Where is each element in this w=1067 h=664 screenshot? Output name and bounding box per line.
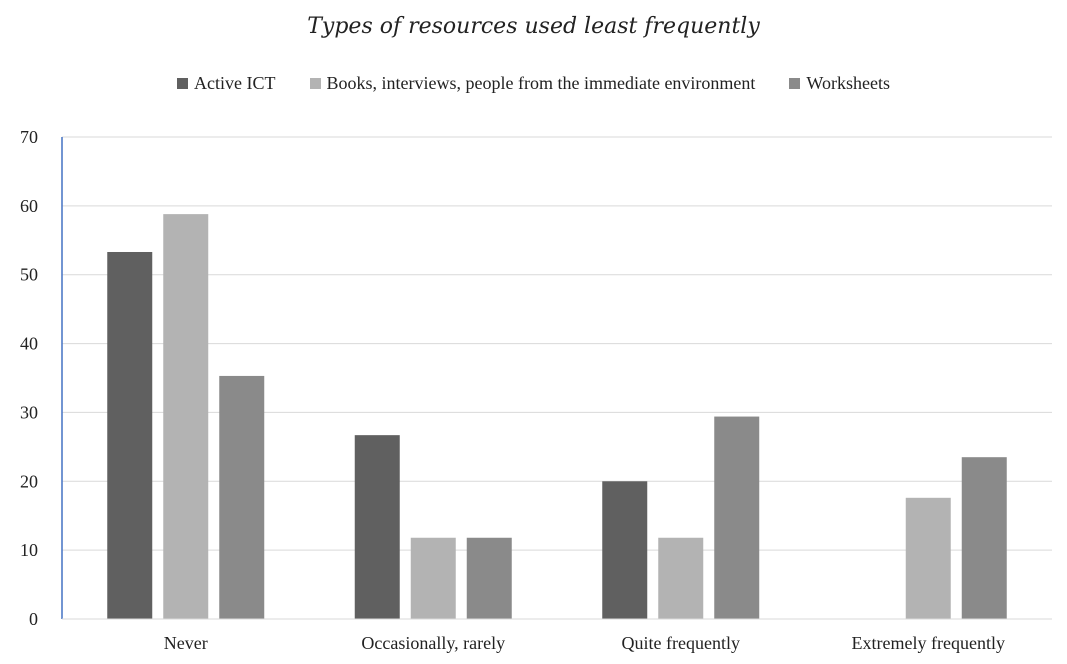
legend-label-books: Books, interviews, people from the immed…: [326, 73, 756, 93]
bar: [354, 435, 400, 619]
chart-title: Types of resources used least frequently: [307, 14, 760, 39]
y-tick-label: 20: [20, 471, 38, 491]
bar: [219, 375, 265, 619]
y-tick-label: 10: [20, 540, 38, 560]
x-tick-label: Quite frequently: [622, 633, 740, 653]
legend-swatch-books: [309, 78, 321, 89]
y-tick-label: 30: [20, 402, 38, 422]
legend-item-worksheets: Worksheets: [789, 73, 890, 94]
x-tick-labels: Never Occasionally, rarely Quite frequentl…: [164, 633, 1005, 653]
bar: [714, 416, 760, 619]
bar: [163, 214, 209, 619]
y-tick-label: 50: [20, 265, 38, 285]
bars: [107, 214, 1007, 619]
gridlines: [62, 136, 1052, 551]
bar: [410, 537, 456, 619]
bar: [961, 457, 1007, 619]
legend: Active ICT Books, interviews, people fro…: [0, 73, 1067, 94]
legend-label-active-ict: Active ICT: [194, 73, 276, 93]
y-tick-label: 0: [29, 609, 38, 629]
y-tick-label: 60: [20, 196, 38, 216]
y-tick-label: 70: [20, 127, 38, 147]
legend-swatch-active-ict: [177, 78, 189, 89]
bar: [466, 537, 512, 619]
y-tick-label: 40: [20, 334, 38, 354]
bar: [602, 481, 648, 619]
legend-item-active-ict: Active ICT: [177, 73, 276, 94]
legend-label-worksheets: Worksheets: [806, 73, 890, 93]
x-tick-label: Never: [164, 633, 208, 653]
x-tick-label: Extremely frequently: [852, 633, 1005, 653]
legend-item-books: Books, interviews, people from the immed…: [309, 73, 756, 94]
y-tick-labels: 0 10 20 30 40 50 60 70: [20, 127, 38, 629]
legend-swatch-worksheets: [789, 78, 801, 89]
bar: [905, 497, 951, 619]
bar: [658, 537, 704, 619]
x-tick-label: Occasionally, rarely: [361, 633, 505, 653]
bar: [107, 251, 153, 619]
